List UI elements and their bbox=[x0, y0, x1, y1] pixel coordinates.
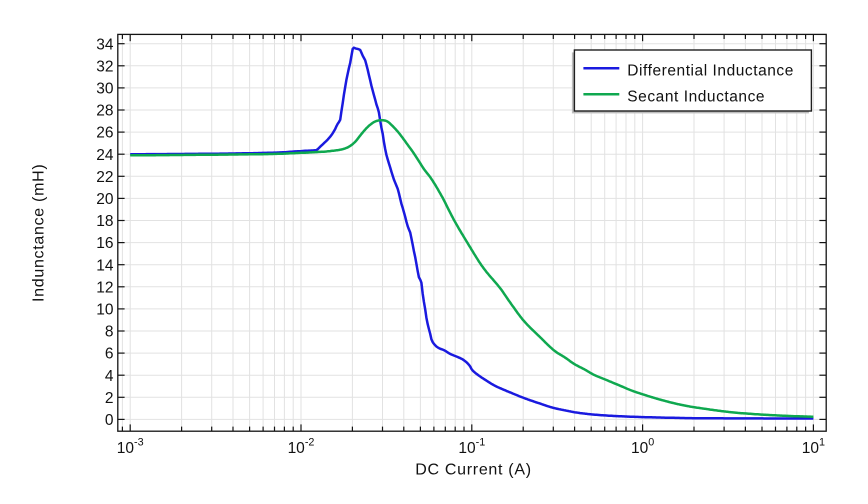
svg-text:26: 26 bbox=[96, 125, 113, 142]
svg-text:22: 22 bbox=[96, 169, 113, 186]
svg-text:12: 12 bbox=[96, 279, 113, 296]
svg-text:32: 32 bbox=[96, 58, 113, 75]
svg-text:8: 8 bbox=[105, 324, 114, 341]
svg-text:DC Current (A): DC Current (A) bbox=[415, 461, 531, 478]
svg-text:16: 16 bbox=[96, 235, 113, 252]
svg-text:20: 20 bbox=[96, 191, 114, 208]
svg-text:6: 6 bbox=[105, 346, 114, 363]
svg-text:10: 10 bbox=[96, 302, 114, 319]
svg-text:24: 24 bbox=[96, 147, 114, 164]
svg-text:2: 2 bbox=[105, 390, 114, 407]
svg-text:Indunctance (mH): Indunctance (mH) bbox=[31, 164, 48, 302]
svg-text:0: 0 bbox=[105, 412, 114, 429]
svg-text:34: 34 bbox=[96, 36, 114, 53]
svg-text:30: 30 bbox=[96, 81, 114, 98]
svg-text:Differential Inductance: Differential Inductance bbox=[627, 63, 794, 80]
svg-text:4: 4 bbox=[105, 368, 114, 385]
svg-text:28: 28 bbox=[96, 103, 113, 120]
svg-text:14: 14 bbox=[96, 257, 114, 274]
svg-text:18: 18 bbox=[96, 213, 113, 230]
svg-text:Secant Inductance: Secant Inductance bbox=[627, 89, 765, 106]
